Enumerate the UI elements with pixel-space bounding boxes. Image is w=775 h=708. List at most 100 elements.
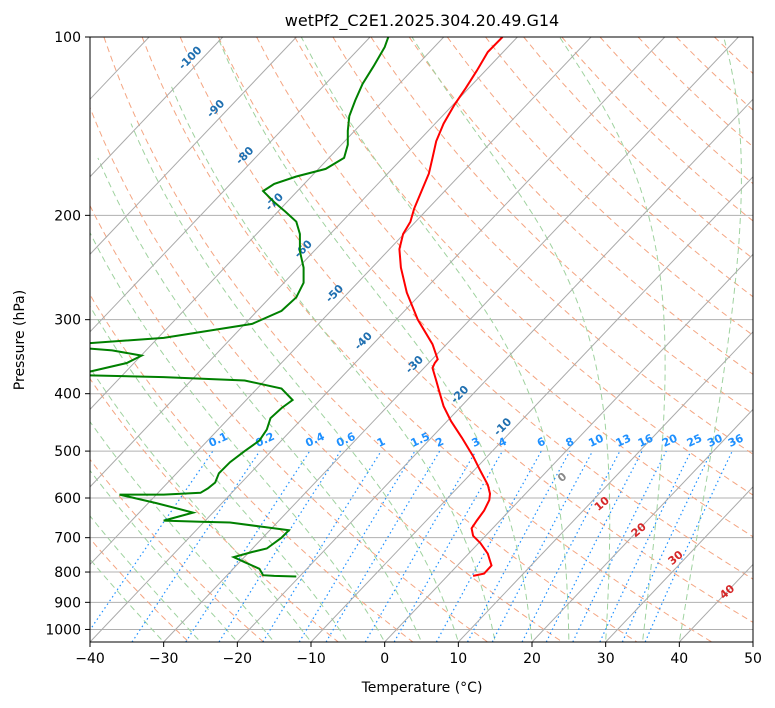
isotherm-label: -10: [491, 415, 514, 438]
moist-adiabat-label: 0: [555, 470, 569, 485]
moist-adiabat: [90, 515, 199, 640]
dry-adiabat: [90, 204, 488, 642]
x-axis-label: Temperature (°C): [361, 680, 483, 696]
mixing-ratio-label: 20: [660, 431, 680, 449]
y-tick-label: 900: [54, 595, 81, 611]
dry-adiabat: [370, 37, 753, 415]
moist-adiabat: [559, 37, 666, 640]
dry-adiabat: [90, 458, 264, 642]
moist-adiabat-label: 30: [666, 548, 686, 568]
mixing-ratio-label: 0.4: [303, 430, 326, 450]
mixing-ratio-line: [325, 450, 441, 642]
moist-adiabat: [97, 157, 421, 640]
x-tick-label: −30: [149, 651, 179, 667]
mixing-ratio-label: 30: [705, 431, 725, 449]
dry-adiabat: [256, 37, 753, 538]
x-tick-label: 30: [597, 651, 615, 667]
mixing-ratio-label: 0.1: [207, 430, 230, 450]
isotherm-line: [90, 37, 297, 256]
moist-adiabat: [90, 305, 347, 640]
y-tick-label: 800: [54, 565, 81, 581]
x-tick-label: 0: [380, 651, 389, 667]
isotherm-line: [0, 37, 2, 642]
dry-adiabat: [103, 37, 638, 642]
y-tick-label: 100: [54, 30, 81, 46]
moist-adiabat: [679, 37, 742, 640]
isotherm-line: [752, 641, 753, 642]
y-axis-ticks: 100 200 300 400 500 600 700 800 900 1000: [45, 30, 90, 638]
isotherm-line: [384, 253, 753, 642]
x-tick-label: −20: [223, 651, 253, 667]
moist-adiabat: [411, 37, 611, 640]
mixing-ratio-line: [131, 450, 261, 642]
moist-adiabat: [130, 123, 459, 640]
dry-adiabat: [141, 37, 712, 642]
isotherm-label: -20: [448, 383, 471, 406]
mixing-ratio-label: 2: [433, 435, 445, 450]
mixing-ratio-line: [466, 450, 571, 642]
mixing-ratio-label: 6: [535, 435, 548, 450]
y-tick-label: 400: [54, 387, 81, 403]
plot-frame: [89, 36, 754, 643]
moist-adiabat: [217, 37, 533, 640]
isotherm-line: [236, 98, 753, 642]
y-tick-label: 300: [54, 313, 81, 329]
dry-adiabat: [561, 37, 753, 222]
mixing-ratio-label: 3: [470, 435, 482, 450]
x-tick-label: 40: [670, 651, 688, 667]
dry-adiabat: [90, 293, 414, 642]
dry-adiabat: [179, 37, 753, 623]
isotherm-line: [678, 563, 753, 642]
mixing-ratio-label: 0.6: [334, 430, 357, 450]
mixing-ratio-label: 16: [636, 431, 656, 449]
mixing-ratio-line: [364, 450, 477, 642]
isotherm-line: [90, 37, 666, 642]
mixing-ratio-line: [185, 450, 311, 642]
dry-adiabat: [408, 37, 753, 375]
isotherm-line: [90, 37, 592, 566]
isotherm-line: [90, 37, 371, 333]
isotherm-label: -30: [403, 353, 426, 376]
mixing-ratio-line: [572, 450, 667, 642]
isotherm-line: [163, 37, 739, 642]
mixing-ratio-line: [644, 450, 733, 642]
background-lines: [0, 37, 753, 642]
mixing-ratio-label: 10: [586, 431, 606, 449]
isotherm-label: -40: [352, 329, 375, 352]
y-tick-label: 200: [54, 208, 81, 224]
dry-adiabat: [714, 37, 753, 75]
moist-adiabat: [90, 420, 273, 640]
isotherm-label: -60: [292, 237, 315, 260]
mixing-ratio-line: [262, 450, 382, 642]
mixing-ratio-line: [621, 450, 713, 642]
dry-adiabat: [599, 37, 753, 185]
dry-adiabat: [90, 106, 563, 642]
sounding-profiles: [90, 37, 504, 578]
isotherm-line: [531, 408, 753, 642]
dry-adiabat: [90, 377, 339, 642]
dry-adiabat: [90, 537, 190, 642]
mixing-ratio-line: [435, 450, 542, 642]
isotherm-line: [310, 176, 753, 642]
y-tick-label: 500: [54, 444, 81, 460]
x-tick-label: 50: [744, 651, 762, 667]
y-axis-label: Pressure (hPa): [12, 290, 28, 390]
y-tick-label: 1000: [45, 622, 81, 638]
y-tick-label: 600: [54, 491, 81, 507]
dewpoint-profile-line: [90, 37, 390, 578]
dry-adiabat: [523, 37, 753, 260]
dry-adiabat: [446, 37, 753, 336]
x-tick-label: −10: [296, 651, 326, 667]
x-tick-label: 20: [523, 651, 541, 667]
mixing-ratio-label: 1.5: [409, 430, 432, 450]
isotherm-label: -90: [204, 97, 227, 120]
mixing-ratio-label: 1: [375, 435, 387, 450]
mixing-ratio-line: [218, 450, 342, 642]
mixing-ratio-line: [298, 450, 416, 642]
y-tick-label: 700: [54, 531, 81, 547]
chart-title: wetPf2_C2E1.2025.304.20.49.G14: [285, 11, 559, 31]
mixing-ratio-line: [491, 450, 594, 642]
x-tick-label: 10: [449, 651, 467, 667]
isotherm-line: [90, 37, 224, 178]
